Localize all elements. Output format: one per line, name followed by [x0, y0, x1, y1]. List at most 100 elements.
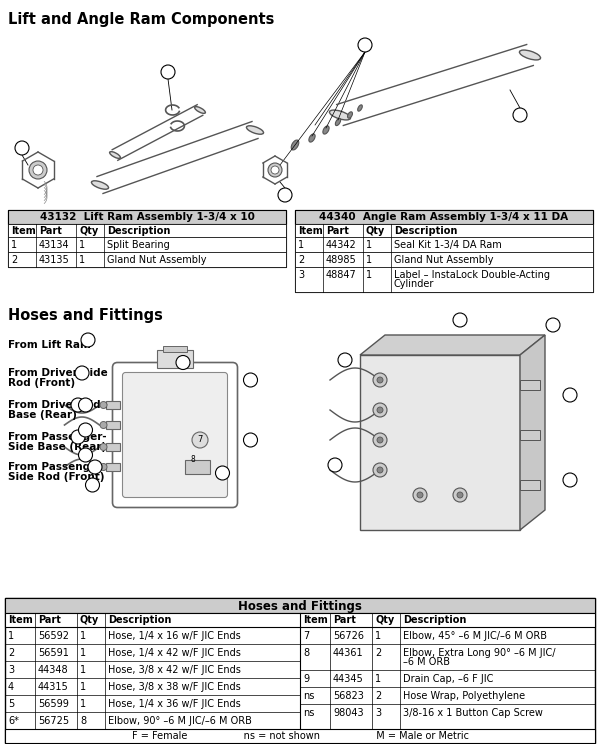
Bar [8, 210, 286, 224]
Text: 44345: 44345 [333, 674, 364, 684]
Text: 5: 5 [92, 463, 98, 472]
Text: 8: 8 [80, 716, 86, 726]
Text: 1: 1 [375, 674, 381, 684]
Text: 5: 5 [332, 461, 338, 469]
Text: Description: Description [394, 226, 457, 236]
Text: 2: 2 [8, 648, 14, 658]
Circle shape [79, 423, 92, 437]
FancyBboxPatch shape [113, 362, 238, 507]
Text: Part: Part [38, 615, 61, 625]
Polygon shape [360, 335, 545, 355]
Text: 44361: 44361 [333, 648, 364, 658]
Ellipse shape [91, 181, 109, 189]
Text: 4: 4 [8, 682, 14, 692]
Bar [106, 463, 119, 471]
Text: Part: Part [333, 615, 356, 625]
Text: 1: 1 [80, 631, 86, 641]
Circle shape [29, 161, 47, 179]
Text: 6: 6 [457, 315, 463, 324]
Circle shape [377, 407, 383, 413]
Text: Hose Wrap, Polyethylene: Hose Wrap, Polyethylene [403, 691, 525, 701]
Text: Split Bearing: Split Bearing [107, 240, 170, 250]
Circle shape [457, 492, 463, 498]
Text: From Driver-Side: From Driver-Side [8, 368, 108, 378]
Bar [295, 224, 593, 237]
Text: 1: 1 [79, 240, 85, 250]
Circle shape [358, 38, 372, 52]
Text: Description: Description [107, 226, 170, 236]
Text: 1: 1 [180, 358, 186, 367]
Circle shape [377, 467, 383, 473]
Text: 3: 3 [517, 111, 523, 120]
Circle shape [278, 188, 292, 202]
Ellipse shape [329, 110, 350, 120]
Text: 3/8-16 x 1 Button Cap Screw: 3/8-16 x 1 Button Cap Screw [403, 708, 543, 718]
Text: From Driver-Side: From Driver-Side [8, 400, 108, 410]
Text: 4: 4 [342, 356, 348, 365]
Text: 1: 1 [11, 240, 17, 250]
Text: Description: Description [403, 615, 466, 625]
Circle shape [373, 463, 387, 477]
Bar [106, 401, 119, 409]
Text: 2: 2 [298, 255, 304, 265]
Circle shape [563, 388, 577, 402]
Text: 1: 1 [79, 255, 85, 265]
Text: 1: 1 [80, 648, 86, 658]
Text: 1: 1 [80, 682, 86, 692]
Circle shape [100, 443, 107, 451]
Ellipse shape [323, 126, 329, 134]
Circle shape [563, 473, 577, 487]
Circle shape [75, 366, 89, 380]
Ellipse shape [194, 106, 205, 113]
Circle shape [373, 403, 387, 417]
Circle shape [100, 402, 107, 408]
Bar [295, 210, 593, 224]
Text: ns: ns [303, 708, 314, 718]
Bar [185, 460, 210, 474]
Text: 8: 8 [191, 455, 196, 464]
Text: 1: 1 [366, 270, 372, 280]
Text: 2: 2 [567, 391, 573, 400]
Circle shape [373, 433, 387, 447]
Ellipse shape [358, 105, 362, 111]
Bar [520, 480, 540, 490]
Circle shape [161, 65, 175, 79]
Text: Side Base (Rear): Side Base (Rear) [8, 442, 106, 452]
Bar [520, 380, 540, 390]
Text: 4: 4 [83, 451, 88, 460]
Circle shape [453, 313, 467, 327]
Text: Elbow, 90° –6 M JIC/–6 M ORB: Elbow, 90° –6 M JIC/–6 M ORB [108, 716, 252, 726]
Circle shape [377, 437, 383, 443]
Bar [106, 421, 119, 429]
Text: Hose, 3/8 x 42 w/F JIC Ends: Hose, 3/8 x 42 w/F JIC Ends [108, 665, 241, 675]
Text: 3: 3 [83, 426, 88, 434]
Ellipse shape [309, 134, 315, 142]
Bar [157, 350, 193, 368]
Bar [8, 237, 286, 252]
Text: 56599: 56599 [38, 699, 69, 709]
Text: Qty: Qty [79, 226, 98, 236]
Text: 56823: 56823 [333, 691, 364, 701]
Text: Qty: Qty [80, 615, 99, 625]
Bar [295, 252, 593, 267]
Ellipse shape [110, 152, 121, 158]
Text: 1: 1 [85, 336, 91, 344]
Text: Side Rod (Front): Side Rod (Front) [8, 472, 104, 482]
Bar [8, 224, 286, 237]
Circle shape [33, 165, 43, 175]
Text: 5: 5 [8, 699, 14, 709]
Circle shape [377, 377, 383, 383]
Text: 6: 6 [248, 376, 253, 385]
Text: 56591: 56591 [38, 648, 69, 658]
Text: Hoses and Fittings: Hoses and Fittings [8, 308, 163, 323]
Bar [5, 613, 595, 627]
Text: 44342: 44342 [326, 240, 357, 250]
Text: 6*: 6* [8, 716, 19, 726]
Text: 3: 3 [567, 475, 573, 484]
Text: Rod (Front): Rod (Front) [8, 378, 75, 388]
Circle shape [271, 166, 279, 174]
Circle shape [268, 163, 282, 177]
Text: Label – InstaLock Double-Acting: Label – InstaLock Double-Acting [394, 270, 550, 280]
Text: 43132  Lift Ram Assembly 1-3/4 x 10: 43132 Lift Ram Assembly 1-3/4 x 10 [40, 212, 254, 222]
Text: Elbow, Extra Long 90° –6 M JIC/: Elbow, Extra Long 90° –6 M JIC/ [403, 648, 556, 658]
